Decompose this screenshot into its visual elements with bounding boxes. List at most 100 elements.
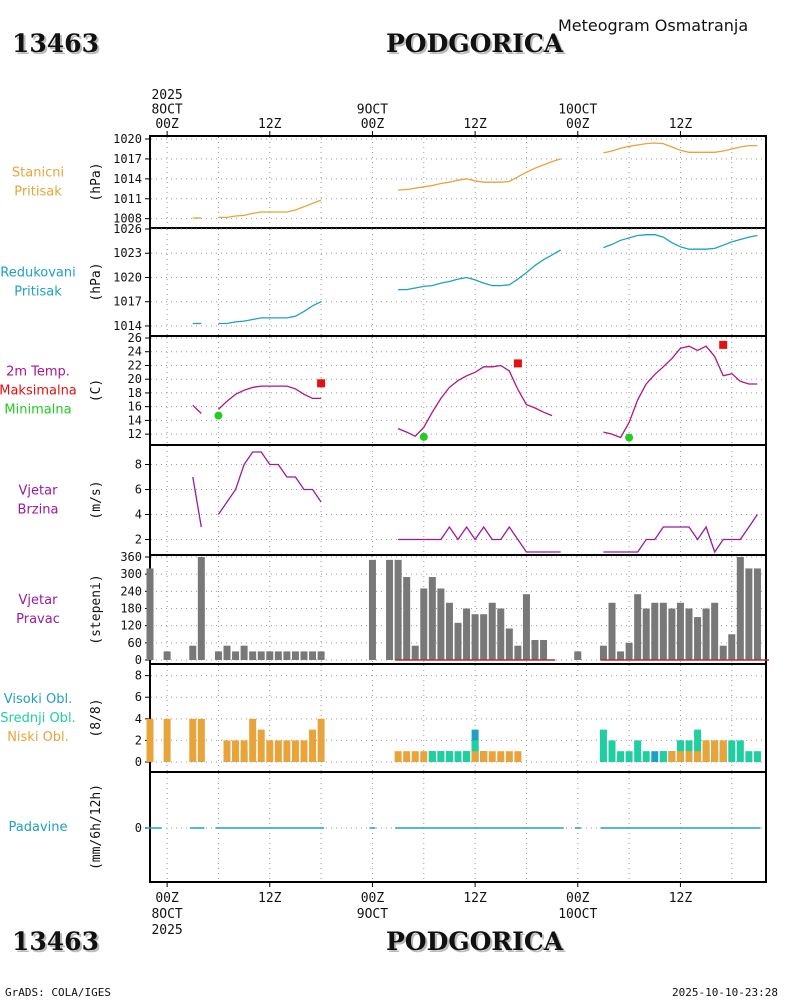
panel-label-temperature: Minimalna (4, 403, 71, 418)
time-label-top: 00Z (155, 117, 179, 132)
time-label-top: 00Z (361, 117, 385, 132)
bar-cloud_cover (445, 751, 453, 762)
bar-wind_direction (257, 651, 265, 660)
bar-cloud_cover (300, 740, 308, 762)
bar-wind_direction (745, 568, 753, 660)
bar-cloud_cover (608, 740, 616, 762)
time-label-bottom: 8OCT (151, 907, 182, 922)
time-label-top: 12Z (463, 117, 487, 132)
bar-wind_direction (223, 645, 231, 660)
bar-wind_direction (274, 651, 282, 660)
bar-wind_direction (719, 645, 727, 660)
series-line-wind_speed (192, 476, 202, 528)
series-line-station_pressure (218, 199, 322, 219)
bar-cloud_cover (146, 718, 154, 762)
series-line-temperature (397, 364, 553, 437)
bar-wind_direction (291, 651, 299, 660)
bar-wind_direction (420, 588, 428, 660)
bar-wind_direction (283, 651, 291, 660)
station-name-bottom: PODGORICA (386, 927, 564, 956)
ytick-label: 2 (135, 733, 142, 747)
ytick-label: 8 (135, 458, 142, 472)
ytick-label: 1026 (113, 222, 142, 236)
bar-wind_direction (668, 608, 676, 660)
station-id-bottom-shadow: 13463 (14, 929, 101, 958)
bar-wind_direction (522, 594, 530, 660)
bar-cloud_cover (283, 740, 291, 762)
bar-wind_direction (403, 577, 411, 660)
series-line-reduced_pressure (218, 301, 322, 325)
unit-label-temperature: (C) (89, 379, 104, 402)
time-label-top: 9OCT (357, 103, 388, 118)
bar-cloud_cover (463, 751, 471, 762)
ytick-label: 8 (135, 669, 142, 683)
ytick-label: 1008 (113, 212, 142, 226)
ytick-label: 24 (128, 345, 142, 359)
panel-label-wind_direction: Pravac (16, 612, 60, 627)
time-label-bottom: 00Z (361, 891, 385, 906)
panel-label-temperature: Maksimalna (0, 384, 77, 399)
ytick-label: 18 (128, 386, 142, 400)
bar-cloud_cover (394, 751, 402, 762)
bar-wind_direction (497, 608, 505, 660)
bar-cloud_cover (223, 740, 231, 762)
station-name-top: PODGORICA (386, 29, 564, 58)
bar-cloud_cover (240, 740, 248, 762)
bar-wind_direction (694, 617, 702, 660)
series-line-wind_speed (398, 525, 561, 553)
bar-wind_direction (471, 614, 479, 660)
ytick-label: 12 (128, 427, 142, 441)
bar-wind_direction (189, 645, 197, 660)
min-temp-marker (214, 411, 223, 420)
bar-wind_direction (505, 628, 513, 660)
ytick-label: 120 (120, 619, 142, 633)
unit-label-station_pressure: (hPa) (89, 162, 104, 201)
bar-wind_direction (540, 639, 548, 660)
bar-wind_direction (599, 645, 607, 660)
station-id-shadow: 13463 (14, 31, 101, 60)
station-id-top: 13463 (12, 29, 99, 58)
bar-cloud_cover (249, 718, 257, 762)
bar-cloud_cover (197, 718, 205, 762)
panel-label-cloud_cover: Niski Obl. (7, 730, 69, 745)
bar-wind_direction (574, 651, 582, 660)
time-label-bottom: 00Z (566, 891, 590, 906)
bar-wind_direction (309, 651, 317, 660)
bar-cloud_cover (702, 740, 710, 762)
bar-wind_direction (608, 602, 616, 660)
unit-label-wind_direction: (stepeni) (89, 574, 104, 644)
bar-cloud_cover (659, 751, 667, 762)
bar-cloud_cover (642, 751, 650, 762)
time-label-bottom: 2025 (151, 923, 182, 938)
ytick-label: 1014 (113, 172, 142, 186)
meteogram-subtitle: Meteogram Osmatranja (558, 16, 748, 35)
ytick-label: 1020 (113, 132, 142, 146)
bar-cloud_cover (309, 729, 317, 762)
footer-timestamp: 2025-10-10-23:28 (672, 986, 778, 999)
bar-cloud_cover (651, 751, 659, 762)
time-label-top: 12Z (258, 117, 282, 132)
panel-label-station_pressure: Stanicni (12, 166, 64, 181)
bar-cloud_cover (514, 751, 522, 762)
ytick-label: 1014 (113, 319, 142, 333)
bar-cloud_cover (232, 740, 240, 762)
bar-cloud_cover (471, 751, 479, 762)
bar-wind_direction (651, 602, 659, 660)
series-line-station_pressure (603, 142, 758, 154)
panel-label-precipitation: Padavine (9, 820, 68, 835)
bar-wind_direction (146, 568, 154, 660)
panel-label-wind_speed: Brzina (18, 503, 59, 518)
series-line-temperature (603, 345, 758, 439)
bar-cloud_cover (480, 751, 488, 762)
series-line-station_pressure (398, 158, 561, 191)
bar-cloud_cover (685, 751, 693, 762)
bar-wind_direction (454, 622, 462, 660)
unit-label-cloud_cover: (8/8) (89, 698, 104, 737)
bar-wind_direction (232, 651, 240, 660)
ytick-label: 0 (135, 755, 142, 769)
ytick-label: 1023 (113, 246, 142, 260)
bar-wind_direction (702, 608, 710, 660)
ytick-label: 2 (135, 533, 142, 547)
bar-wind_direction (480, 614, 488, 660)
